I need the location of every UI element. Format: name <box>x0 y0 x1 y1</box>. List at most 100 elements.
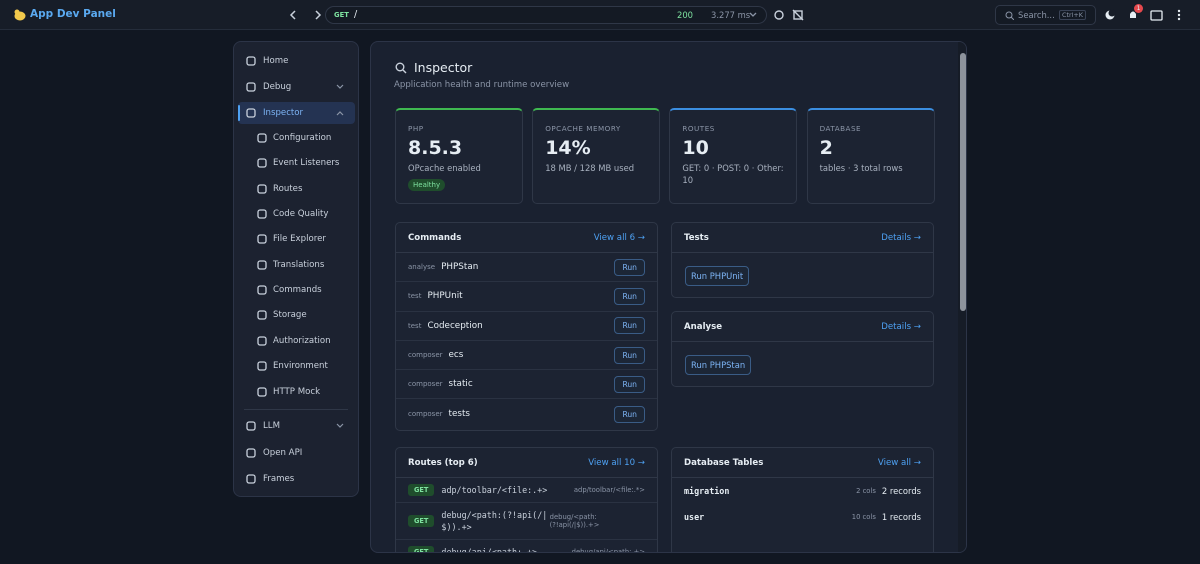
run-button[interactable]: Run <box>614 258 645 276</box>
app-title[interactable]: App Dev Panel <box>30 8 116 20</box>
card-label: DATABASE <box>819 124 862 133</box>
nav-item[interactable]: Frames <box>238 468 355 490</box>
action-button[interactable]: Run PHPUnit <box>685 266 750 286</box>
shortcut: Ctrl+K <box>1059 10 1086 20</box>
stat-card: OPCACHE MEMORY 14% 18 MB / 128 MB used <box>532 108 661 204</box>
panel: Routes (top 6) View all 10 → GET adp/toolba… <box>395 447 658 553</box>
nav-label: Translations <box>273 259 325 270</box>
nav-item[interactable]: Storage <box>238 304 355 326</box>
panel: Database Tables View all → migration 2 cols… <box>671 447 934 552</box>
command-name: Codeception <box>427 320 483 331</box>
nav-item[interactable]: Home <box>238 50 355 72</box>
inspector-panel: Inspector Application health and runtime… <box>370 41 967 553</box>
card-label: PHP <box>408 124 424 133</box>
method: GET <box>334 11 349 19</box>
top-bar: App Dev Panel GET / 200 3.277 ms Search.… <box>0 0 1200 30</box>
command-group: composer <box>408 380 443 389</box>
card-label: OPCACHE MEMORY <box>545 124 621 133</box>
nav-item[interactable]: Inspector <box>238 102 355 124</box>
nav-item[interactable]: Routes <box>238 178 355 200</box>
command-row: test PHPUnit Run <box>396 282 657 312</box>
panel-header: Database Tables View all → <box>672 448 933 478</box>
run-button[interactable]: Run <box>614 317 645 335</box>
panel-header: Commands View all 6 → <box>396 223 657 253</box>
nav-item[interactable]: Debug <box>238 76 355 98</box>
table-records: 1 records <box>881 512 921 522</box>
card-detail: GET: 0 · POST: 0 · Other: 10 <box>682 163 784 185</box>
icon <box>246 447 256 458</box>
nav-item[interactable]: Environment <box>238 355 355 377</box>
icon <box>246 56 256 66</box>
run-button[interactable]: Run <box>614 405 645 423</box>
panel-link[interactable]: View all 10 → <box>588 457 645 468</box>
nav-label: Event Listeners <box>273 158 340 169</box>
command-row: composer static Run <box>396 370 657 400</box>
method-badge: GET <box>408 515 435 527</box>
scrollbar[interactable] <box>958 42 966 552</box>
nav-label: Home <box>263 56 289 66</box>
run-button[interactable]: Run <box>614 346 645 364</box>
nav-label: Code Quality <box>273 209 329 220</box>
nav-item[interactable]: File Explorer <box>238 228 355 250</box>
table-columns: 2 cols <box>856 487 876 495</box>
url-bar[interactable]: GET / 200 3.277 ms <box>325 6 767 24</box>
chevron <box>336 111 344 116</box>
logo <box>14 9 26 21</box>
card-value: 10 <box>682 137 709 159</box>
route-pattern: debug/api/<path:.+> <box>571 548 645 553</box>
table-row: user 10 cols 1 records <box>672 504 933 530</box>
nav-item[interactable]: Translations <box>238 254 355 276</box>
icon <box>257 336 267 346</box>
page-title: Inspector <box>414 60 473 75</box>
title-icon <box>395 62 407 74</box>
icon <box>246 82 256 92</box>
panel-link[interactable]: View all 6 → <box>593 232 645 243</box>
nav-item[interactable]: Event Listeners <box>238 152 355 174</box>
command-group: composer <box>408 351 443 360</box>
nav-label: Commands <box>273 285 322 296</box>
scroll-thumb[interactable] <box>960 53 966 311</box>
nav-item[interactable]: HTTP Mock <box>238 381 355 403</box>
route-path: debug/<path:(?!api(/|$)).+> <box>441 510 548 532</box>
nav-item[interactable]: LLM <box>238 415 355 437</box>
icon <box>246 108 256 118</box>
table-name: user <box>684 512 705 522</box>
panel: Commands View all 6 → analyse PHPStan Run tes… <box>395 222 658 431</box>
nav-label: LLM <box>263 421 280 431</box>
search[interactable]: Search... Ctrl+K <box>995 5 1096 25</box>
table-records: 2 records <box>881 486 921 496</box>
icon <box>257 234 267 245</box>
nav-label: Inspector <box>263 108 304 118</box>
header-icons[interactable] <box>1104 8 1188 22</box>
chevron[interactable] <box>749 12 757 18</box>
command-row: analyse PHPStan Run <box>396 253 657 283</box>
stat-card: DATABASE 2 tables · 3 total rows <box>806 108 935 204</box>
nav-label: Open API <box>263 447 303 458</box>
panel-link[interactable]: Details → <box>881 232 921 243</box>
nav-arrows[interactable] <box>288 10 328 20</box>
nav-item[interactable]: Commands <box>238 279 355 301</box>
card-detail: tables · 3 total rows <box>819 163 903 173</box>
duration: 3.277 ms <box>711 10 751 20</box>
run-button[interactable]: Run <box>614 287 645 305</box>
nav-label: Configuration <box>273 133 332 143</box>
panel-link[interactable]: View all → <box>877 457 921 468</box>
nav-item[interactable]: Code Quality <box>238 203 355 225</box>
nav-item[interactable]: Open API <box>238 442 355 464</box>
panel-header: Routes (top 6) View all 10 → <box>396 448 657 478</box>
run-button[interactable]: Run <box>614 375 645 393</box>
chevron <box>336 423 344 428</box>
icon <box>257 386 267 397</box>
icon <box>257 361 267 371</box>
icon <box>257 285 267 295</box>
chevron <box>336 84 344 89</box>
nav-item[interactable]: Authorization <box>238 330 355 352</box>
stat-card: ROUTES 10 GET: 0 · POST: 0 · Other: 10 <box>669 108 798 204</box>
action-button[interactable]: Run PHPStan <box>685 355 752 375</box>
toolbar-icons[interactable] <box>773 9 805 21</box>
nav-item[interactable]: Configuration <box>238 127 355 149</box>
nav-label: HTTP Mock <box>273 386 321 397</box>
panel-link[interactable]: Details → <box>881 321 921 332</box>
search-icon <box>1005 11 1014 20</box>
